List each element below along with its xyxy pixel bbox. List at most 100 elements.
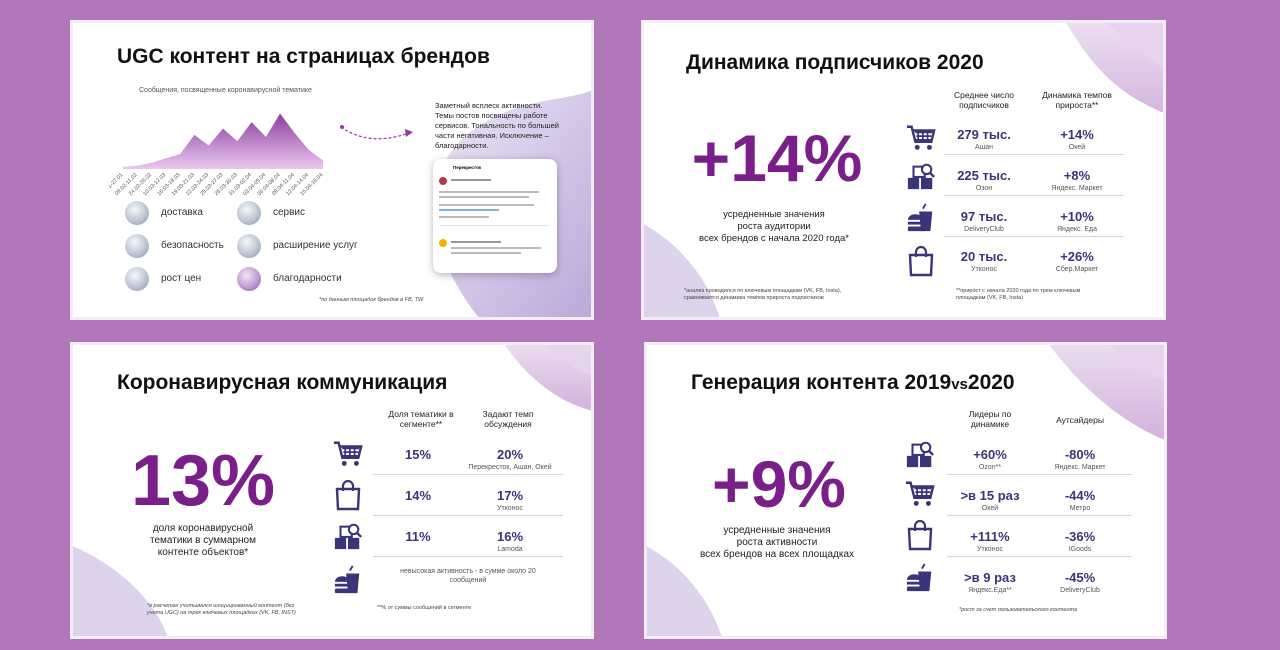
desc-line: доля коронавирусной [152, 523, 254, 534]
desc-line: всех брендов на всех площадках [699, 549, 855, 560]
title-main: Генерация контента 2019 [691, 371, 952, 394]
row-value: -45% [1064, 570, 1096, 585]
legend-item: сервис [273, 207, 306, 218]
header-line: динамике [970, 419, 1010, 429]
big-stat: +9% [712, 447, 846, 521]
row-value: +111% [970, 529, 1010, 544]
shopping-bag-icon [334, 479, 362, 511]
row-value: 279 тыс. [957, 127, 1011, 142]
row-divider [373, 515, 563, 516]
row-source: Сбер.Маркет [1055, 266, 1099, 273]
footnote: **% от суммы сообщений в сегменте [377, 605, 472, 611]
column-header: Динамика темпов прироста** [1032, 90, 1122, 110]
row-divider [944, 154, 1124, 155]
column-header: Аутсайдеры [1056, 415, 1104, 425]
decorative-blob [644, 224, 720, 317]
callout-line: благодарности. [435, 141, 489, 150]
boxes-icon [906, 161, 936, 191]
row-source: Яндекс. Маркет [1054, 464, 1106, 471]
footnote: *рост за счет пользовательского контента [959, 607, 1078, 613]
row-value: 11% [405, 529, 431, 544]
row-value: >в 9 раз [964, 570, 1016, 585]
row-divider [944, 236, 1124, 237]
title-end: 2020 [967, 371, 1015, 394]
desc-line: тематики в суммарном [150, 535, 256, 546]
row-value: +10% [1060, 209, 1094, 224]
desc-line: роста аудитории [737, 221, 811, 232]
footnote-line: *анализ проводился по ключевым площадкам… [684, 288, 842, 294]
boxes-icon [333, 521, 363, 551]
decorative-blob [73, 546, 168, 636]
column-header: Задают темп обсуждения [463, 409, 553, 429]
chart-subtitle: Сообщения, посвященные коронавирусной те… [139, 87, 312, 94]
header-line: Лидеры по [968, 409, 1012, 419]
decorative-blob [505, 345, 591, 411]
title-vs: vs [951, 376, 968, 393]
slide-title: Генерация контента 2019vs2020 [691, 371, 1015, 395]
row-divider [947, 556, 1132, 557]
slide-subscriber-dynamics: Динамика подписчиков 2020 +14% усредненн… [641, 20, 1166, 320]
fast-food-icon [906, 203, 936, 233]
legend-dot [125, 234, 149, 258]
row-value: 225 тыс. [957, 168, 1011, 183]
row-value: -44% [1064, 488, 1096, 503]
post-header: Перекресток [453, 165, 482, 170]
row-value: +14% [1060, 127, 1094, 142]
row-divider [373, 474, 563, 475]
row-source: Утконос [977, 546, 1003, 553]
row-source: Ozon** [978, 464, 1002, 471]
shopping-bag-icon [907, 245, 935, 277]
boxes-icon [905, 439, 935, 469]
column-header: Среднее число подписчиков [944, 90, 1024, 110]
callout-line: сервисов. Тональность по большей [435, 121, 559, 130]
callout-arrow [340, 125, 413, 140]
slide-title: Коронавирусная коммуникация [117, 371, 448, 394]
footnote-line: сравнивается динамика темпов прироста по… [684, 295, 824, 301]
legend-item: расширение услуг [273, 240, 358, 251]
desc-line: всех брендов с начала 2020 года* [699, 233, 849, 244]
note-line: сообщений [449, 577, 487, 584]
column-header: Лидеры по динамике [950, 409, 1030, 429]
footnote: *в расчетах учитывался инициированный ко… [147, 603, 296, 617]
desc-line: усредненные значения [723, 209, 825, 220]
header-line: сегменте** [399, 419, 443, 429]
desc-line: усредненные значения [723, 525, 831, 536]
fast-food-icon [333, 565, 363, 595]
decorative-blob [647, 546, 722, 636]
slide-coronavirus-communication: Коронавирусная коммуникация 13% доля кор… [70, 342, 594, 639]
legend-dot [237, 267, 261, 291]
legend-item: безопасность [161, 240, 224, 251]
row-source: Яндекс. Маркет [1051, 185, 1103, 192]
social-post-screenshot: Перекресток [433, 159, 557, 273]
row-source: Яндекс. Еда [1056, 226, 1098, 233]
row-value: 15% [404, 447, 432, 462]
row-source: DeliveryClub [964, 226, 1004, 233]
footnote: *анализ проводился по ключевым площадкам… [684, 288, 841, 302]
row-source: Метро [1069, 505, 1091, 512]
row-source: Окей [981, 505, 999, 512]
legend-dot [125, 267, 149, 291]
ugc-area-chart: 25.01-27.0109.02-11.0224.02-26.0210.03-1… [109, 113, 324, 197]
big-stat: 13% [130, 441, 276, 521]
decorative-blob [1049, 345, 1164, 440]
callout-text: Заметный всплеск активности. Темы постов… [435, 101, 559, 151]
legend-item: благодарности [273, 273, 342, 284]
row-source: Lamoda [497, 546, 523, 553]
legend-dot [125, 201, 149, 225]
stat-description: усредненные значения роста активности вс… [677, 525, 877, 561]
legend-dot [237, 234, 261, 258]
callout-line: Темы постов посвящены работе [435, 111, 548, 120]
row-value: >в 15 раз [960, 488, 1020, 503]
footnote: **прирост с начала 2020 года по трем клю… [956, 288, 1080, 302]
big-stat: +14% [691, 121, 863, 195]
area-series [123, 113, 323, 169]
desc-line: контенте объектов* [157, 547, 249, 558]
shopping-bag-icon [906, 519, 934, 551]
row-value: -36% [1064, 529, 1096, 544]
row-source: Яндекс.Еда** [968, 587, 1012, 594]
legend-dot [237, 201, 261, 225]
row-source: Перекресток, Ашан, Окей [468, 464, 552, 471]
row-value: +26% [1060, 249, 1094, 264]
callout-line: Заметный всплеск активности. [435, 101, 543, 110]
row-value: 20% [496, 447, 524, 462]
